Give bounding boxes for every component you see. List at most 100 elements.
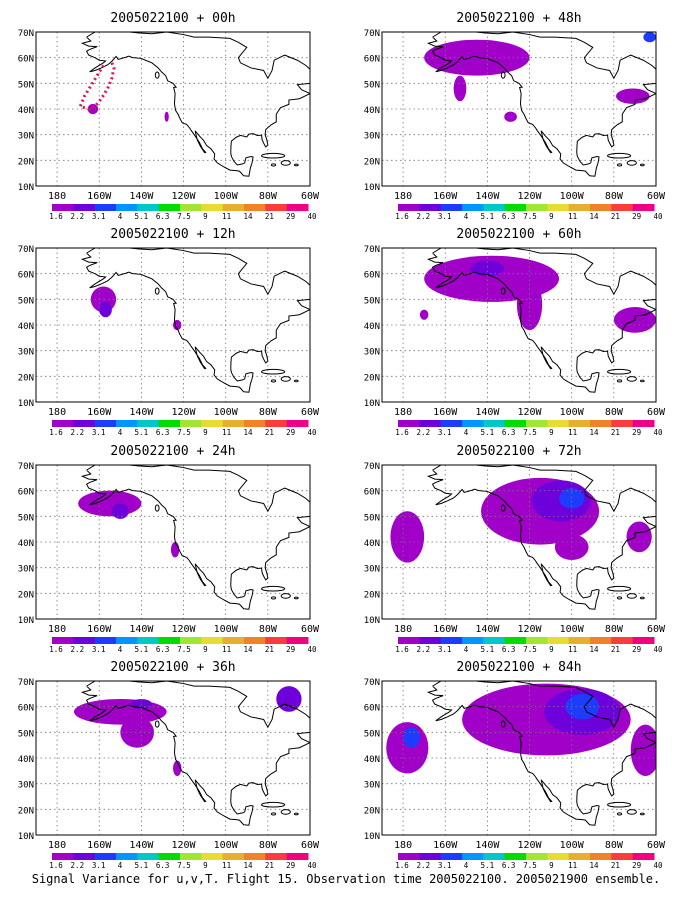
- latitude-tick-label: 40N: [18, 755, 34, 765]
- jamaica-outline: [616, 163, 623, 167]
- longitude-tick-label: 160W: [87, 840, 112, 851]
- colorbar-swatch: [462, 637, 484, 644]
- latitude-tick-label: 10N: [364, 616, 380, 626]
- longitude-tick-label: 60W: [647, 191, 666, 202]
- colorbar-tick-label: 40: [653, 645, 663, 654]
- jamaica-outline: [616, 812, 623, 816]
- colorbar-swatch: [632, 204, 655, 211]
- colorbar-tick-label: 7.5: [523, 212, 537, 221]
- latitude-tick-label: 40N: [18, 106, 34, 116]
- colorbar-swatch: [504, 637, 527, 644]
- colorbar-tick-label: 14: [243, 428, 253, 437]
- colorbar-swatch: [462, 204, 484, 211]
- longitude-tick-label: 80W: [605, 407, 624, 418]
- haida-gwaii-outline: [154, 720, 160, 728]
- variance-contour-region: [504, 111, 517, 122]
- colorbar-swatch: [158, 637, 181, 644]
- colorbar-swatch: [568, 420, 591, 427]
- colorbar-tick-label: 3.1: [438, 212, 452, 221]
- colorbar-tick-label: 2.2: [71, 861, 85, 870]
- latitude-tick-label: 30N: [364, 132, 380, 142]
- panel-map-area: [36, 248, 310, 402]
- colorbar-swatch: [116, 853, 138, 860]
- map-panel: 2005022100 + 24h 10N 20N 30N 40N 50N 60N 70N 180…: [18, 444, 320, 654]
- colorbar-swatch: [52, 204, 74, 211]
- longitude-tick-label: 120W: [517, 407, 542, 418]
- map-panel: 2005022100 + 00h 10N 20N 30N 40N 50N 60N 70N 180…: [18, 11, 320, 221]
- latitude-tick-label: 30N: [364, 348, 380, 358]
- colorbar-tick-label: 11: [222, 861, 231, 870]
- longitude-tick-label: 80W: [259, 407, 278, 418]
- longitude-tick-label: 180: [48, 407, 66, 418]
- colorbar-tick-label: 11: [568, 212, 577, 221]
- longitude-tick-label: 180: [48, 840, 66, 851]
- colorbar-tick-label: 6.3: [502, 645, 516, 654]
- haida-gwaii-outline: [500, 71, 506, 79]
- latitude-tick-label: 70N: [364, 462, 380, 472]
- colorbar-swatch: [526, 853, 548, 860]
- colorbar-swatch: [137, 637, 160, 644]
- panel-title: 2005022100 + 48h: [456, 11, 581, 26]
- colorbar-swatch: [222, 637, 245, 644]
- panel-frame: [381, 680, 657, 836]
- haida-gwaii-outline: [154, 71, 160, 79]
- variance-contour-region: [559, 488, 585, 509]
- latitude-tick-label: 10N: [364, 832, 380, 842]
- colorbar-swatch: [137, 204, 160, 211]
- variance-contour-region: [99, 301, 112, 318]
- colorbar-tick-label: 1.6: [49, 212, 63, 221]
- colorbar-swatch: [632, 637, 655, 644]
- colorbar-tick-label: 9: [203, 861, 208, 870]
- longitude-tick-label: 100W: [214, 407, 239, 418]
- colorbar-tick-label: 21: [611, 645, 620, 654]
- colorbar-tick-label: 11: [568, 645, 577, 654]
- colorbar-tick-label: 2.2: [417, 645, 431, 654]
- colorbar-tick-label: 6.3: [502, 428, 516, 437]
- map-panel: 2005022100 + 72h 10N 20N 30N 40N 50N 60N 70N 180…: [364, 444, 666, 654]
- longitude-tick-label: 60W: [647, 624, 666, 635]
- colorbar-tick-label: 9: [549, 428, 554, 437]
- panel-frame: [35, 247, 311, 403]
- latitude-tick-label: 30N: [364, 781, 380, 791]
- coastline: [80, 465, 310, 610]
- colorbar-swatch: [52, 420, 74, 427]
- colorbar-swatch: [547, 204, 570, 211]
- longitude-tick-label: 60W: [647, 407, 666, 418]
- latitude-tick-label: 20N: [364, 590, 380, 600]
- hispaniola-outline: [280, 376, 291, 382]
- latitude-tick-label: 50N: [18, 80, 34, 90]
- colorbar-swatch: [483, 637, 506, 644]
- variance-contour-region: [516, 278, 543, 331]
- colorbar-swatch: [52, 853, 74, 860]
- colorbar-swatch: [180, 420, 202, 427]
- colorbar-swatch: [201, 204, 224, 211]
- colorbar-swatch: [547, 853, 570, 860]
- longitude-tick-label: 160W: [433, 840, 458, 851]
- longitude-tick-label: 100W: [214, 191, 239, 202]
- map-panel: 2005022100 + 36h 10N 20N 30N 40N 50N 60N 70N 180…: [18, 660, 320, 870]
- colorbar-swatch: [73, 853, 96, 860]
- latitude-tick-label: 10N: [18, 832, 34, 842]
- colorbar-tick-label: 7.5: [523, 428, 537, 437]
- latitude-tick-label: 70N: [364, 678, 380, 688]
- longitude-tick-label: 100W: [560, 624, 585, 635]
- cuba-outline: [261, 585, 286, 592]
- variance-contour-region: [390, 511, 425, 563]
- longitude-tick-label: 100W: [560, 840, 585, 851]
- colorbar-tick-label: 1.6: [395, 428, 409, 437]
- colorbar-tick-label: 1.6: [49, 861, 63, 870]
- colorbar-tick-label: 5.1: [481, 861, 495, 870]
- colorbar-tick-label: 5.1: [135, 212, 149, 221]
- latitude-tick-label: 70N: [18, 462, 34, 472]
- panel-map-area: [36, 32, 310, 186]
- latitude-tick-label: 30N: [18, 565, 34, 575]
- colorbar-tick-label: 9: [549, 861, 554, 870]
- colorbar-tick-label: 29: [632, 861, 641, 870]
- longitude-tick-label: 60W: [301, 407, 320, 418]
- colorbar-swatch: [158, 204, 181, 211]
- hispaniola-outline: [280, 593, 291, 599]
- colorbar-swatch: [483, 853, 506, 860]
- colorbar-swatch: [265, 420, 288, 427]
- colorbar-swatch: [244, 420, 266, 427]
- colorbar-swatch: [201, 853, 224, 860]
